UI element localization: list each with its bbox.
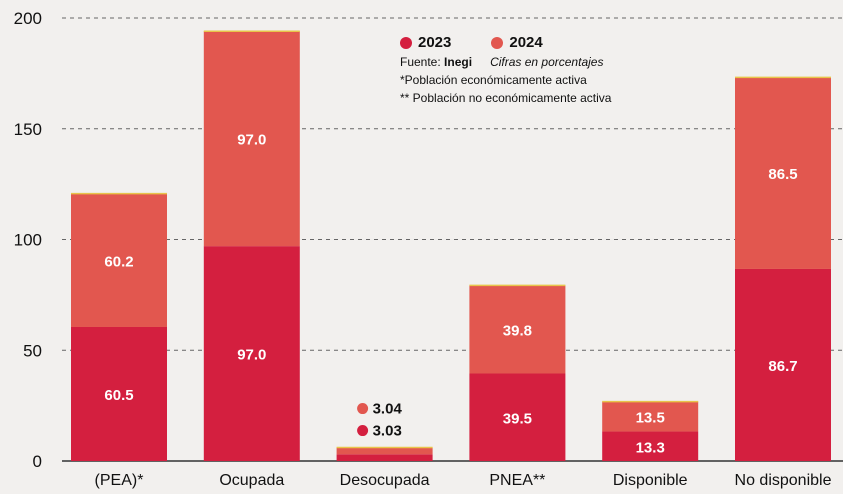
x-category-label: PNEA** [489,472,545,489]
bar-segment-2023 [735,268,831,461]
x-category-label: Ocupada [219,472,284,489]
bar-segment-2024 [71,193,167,327]
data-label-2024: 97.0 [237,132,266,149]
bar-segment-2023 [203,246,300,461]
note-pea: *Población económicamente activa [400,73,587,87]
units-note: Cifras en porcentajes [490,55,604,69]
bar-segment-2024 [602,401,699,432]
note-pnea: ** Población no económicamente activa [400,91,612,105]
data-label-2024: 3.04 [373,401,403,418]
data-label-marker-2023 [357,425,369,437]
source-prefix: Fuente: [400,55,441,69]
legend: 2023 2024 Fuente: Inegi Cifras en porcen… [400,34,650,105]
bar-segment-2023 [336,454,433,461]
source-name: Inegi [444,55,473,69]
y-tick-label: 150 [14,120,42,139]
data-label-2024: 39.8 [503,322,532,339]
data-label-2023: 86.7 [768,358,797,375]
x-category-label: No disponible [735,472,832,489]
data-label-2023: 39.5 [503,410,532,427]
bar-segment-2023 [469,373,566,461]
data-label-2023: 60.5 [104,387,133,404]
data-label-2024: 13.5 [636,410,665,427]
legend-item-2024: 2024 [491,34,543,51]
data-label-2023: 13.3 [636,439,665,456]
data-label-2023: 3.03 [373,423,402,440]
x-category-label: (PEA)* [95,472,144,489]
y-tick-label: 200 [14,9,42,28]
bar-segment-2024 [336,447,433,455]
legend-swatch-2023 [400,36,412,49]
y-tick-label: 100 [14,231,42,250]
data-label-2024: 60.2 [104,253,133,270]
legend-item-2023: 2023 [400,34,451,51]
legend-swatch-2024 [491,36,504,49]
bar-segment-2024 [203,31,300,247]
bar-segment-2024 [469,285,566,374]
legend-label-2023: 2023 [418,34,452,51]
x-category-label: Disponible [613,472,688,489]
data-label-marker-2024 [357,403,369,415]
bar-segment-2024 [735,77,831,269]
legend-label-2024: 2024 [509,34,543,51]
data-label-2024: 86.5 [768,166,797,183]
data-label-2023: 97.0 [237,347,266,364]
y-tick-label: 0 [33,452,42,471]
y-tick-label: 50 [23,341,42,360]
bar-segment-2023 [71,326,167,461]
x-category-label: Desocupada [340,472,430,489]
source-label: Fuente: Inegi [400,55,472,69]
bar-segment-2023 [602,431,699,461]
